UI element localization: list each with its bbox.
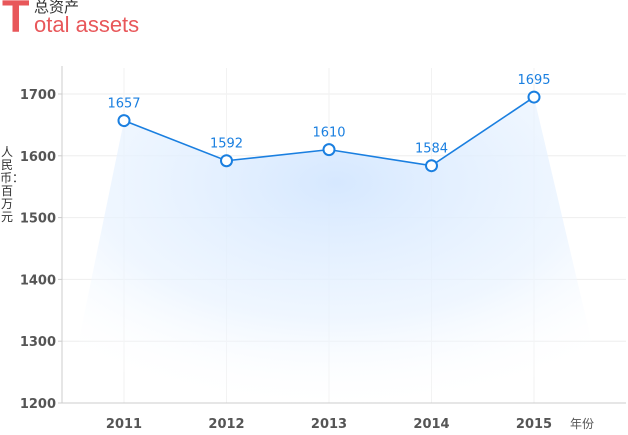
data-label-2014: 1584 — [415, 142, 448, 157]
x-tick-label-2011: 2011 — [106, 417, 142, 432]
data-point-2013 — [322, 143, 336, 157]
data-label-2015: 1695 — [517, 73, 550, 88]
title-chinese: 总资产 — [34, 0, 80, 16]
y-tick-label-1300: 1300 — [20, 335, 56, 350]
y-tick-label-1600: 1600 — [20, 150, 56, 165]
data-label-2011: 1657 — [107, 97, 140, 112]
x-axis-label: 年份 — [570, 417, 594, 431]
x-tick-label-2015: 2015 — [516, 417, 552, 432]
y-tick-labels: 1200 1300 1400 1500 1600 1700 — [20, 88, 62, 412]
data-point-2015 — [527, 90, 541, 104]
y-tick-label-1700: 1700 — [20, 88, 56, 103]
area-fill — [66, 97, 606, 403]
y-tick-label-1400: 1400 — [20, 273, 56, 288]
data-point-2012 — [220, 154, 233, 168]
data-label-2013: 1610 — [312, 126, 345, 141]
title-english: otal assets — [34, 12, 140, 37]
data-labels: 1657 1592 1610 1584 1695 — [107, 73, 550, 157]
axes — [61, 66, 626, 404]
x-tick-label-2012: 2012 — [208, 417, 244, 432]
x-tick-labels: 2011 2012 2013 2014 2015 — [106, 417, 552, 432]
y-tick-label-1200: 1200 — [20, 397, 56, 412]
y-tick-label-1500: 1500 — [20, 212, 56, 227]
data-point-2011 — [117, 114, 131, 128]
title-initial: T — [2, 0, 30, 42]
x-tick-label-2014: 2014 — [413, 417, 449, 432]
area-shape — [66, 97, 606, 403]
data-point-2014 — [425, 159, 438, 173]
data-label-2012: 1592 — [210, 137, 243, 152]
x-tick-label-2013: 2013 — [311, 417, 347, 432]
data-points — [117, 90, 541, 173]
